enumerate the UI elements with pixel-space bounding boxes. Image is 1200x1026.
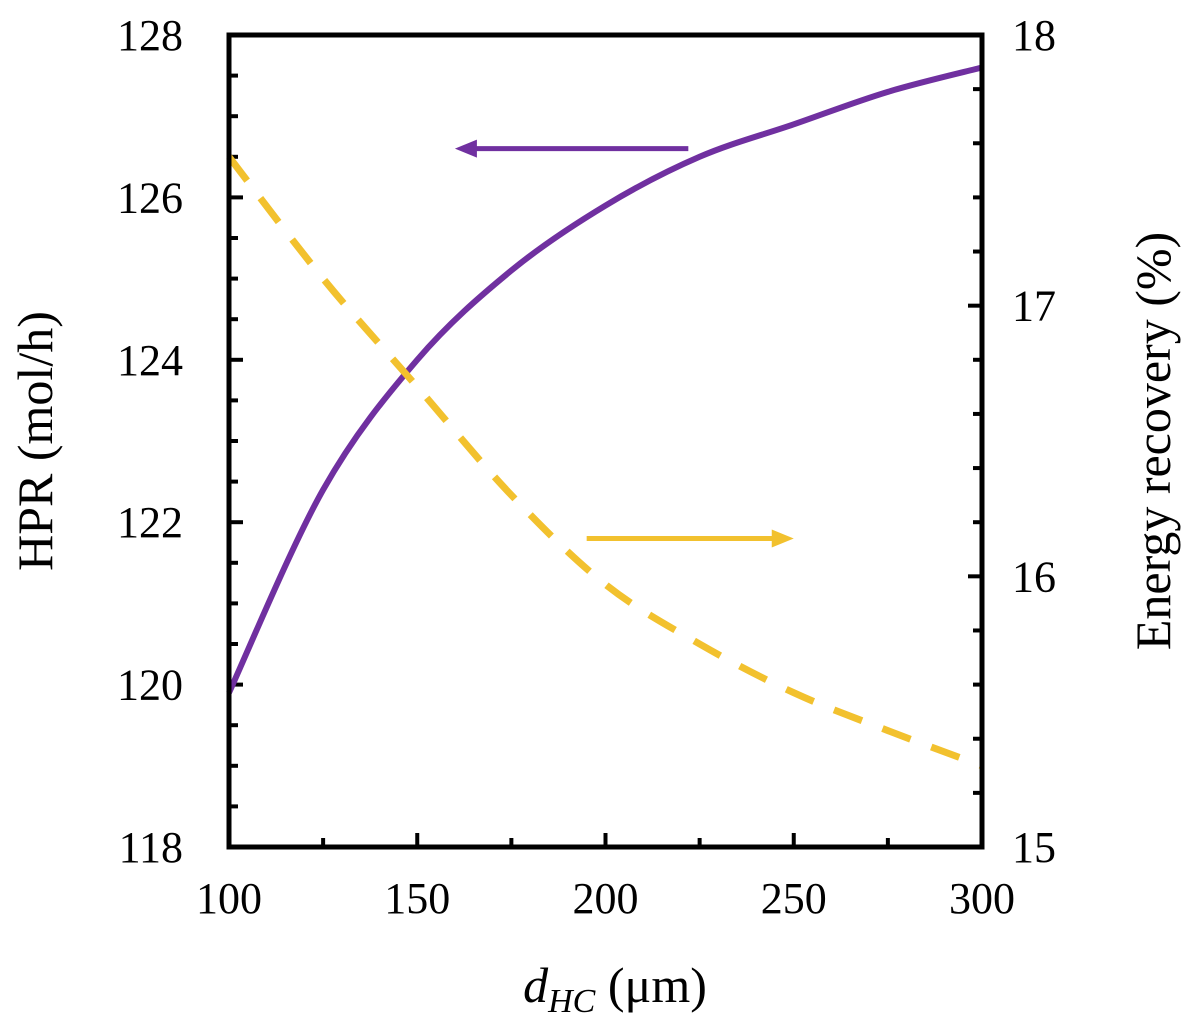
y-left-tick-label: 118 [119, 823, 183, 872]
series-line-hpr [226, 64, 983, 694]
y-left-tick-label: 124 [117, 336, 183, 385]
x-tick-label: 150 [384, 874, 450, 923]
y-axis-left-title: HPR (mol/h) [7, 311, 63, 571]
x-axis-title-unit: (μm) [595, 957, 707, 1013]
arrow-right-head [771, 529, 794, 548]
tick-labels: 100 150 200 250 300 118 120 122 124 126 128 15 16 17 1… [117, 11, 1056, 923]
y-left-tick-label: 128 [117, 11, 183, 60]
x-tick-label: 200 [573, 874, 639, 923]
annotation-layer [454, 139, 794, 548]
x-tick-label: 250 [761, 874, 827, 923]
plot-frame [226, 32, 985, 850]
x-axis-title-italic: d [523, 957, 549, 1013]
series-line-energy-recovery [226, 154, 984, 770]
y-right-tick-label: 18 [1012, 11, 1056, 60]
x-tick-label: 300 [949, 874, 1015, 923]
y-axis-right-title: Energy recovery (%) [1125, 232, 1181, 650]
series-layer [226, 64, 984, 770]
y-right-tick-label: 17 [1012, 282, 1056, 331]
x-axis-title: dHC (μm) [523, 957, 707, 1020]
x-tick-label: 100 [196, 874, 262, 923]
y-left-tick-label: 122 [117, 498, 183, 547]
arrow-left-head [454, 139, 477, 158]
axis-ticks [227, 33, 984, 849]
y-right-tick-label: 15 [1012, 823, 1056, 872]
x-axis-title-sub: HC [547, 983, 596, 1020]
y-right-tick-label: 16 [1012, 552, 1056, 601]
y-left-tick-label: 126 [117, 173, 183, 222]
y-left-tick-label: 120 [117, 661, 183, 710]
